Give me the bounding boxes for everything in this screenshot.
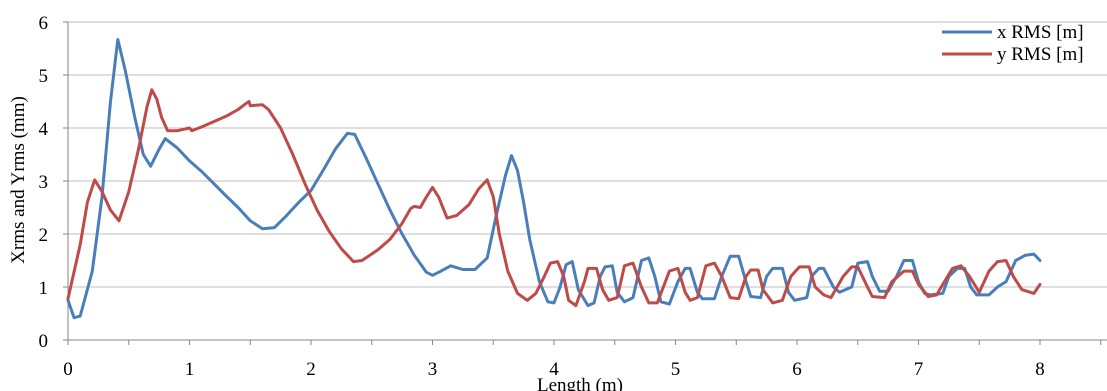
y-tick-label: 0: [39, 331, 49, 352]
legend: x RMS [m]y RMS [m]: [942, 22, 1084, 65]
y-tick-label: 2: [39, 225, 49, 246]
y-tick-label: 5: [39, 66, 49, 87]
gridlines: [68, 21, 1107, 288]
series-line-y-rms: [66, 88, 1042, 308]
x-tick-label: 7: [914, 359, 924, 380]
x-tick-label: 8: [1035, 359, 1045, 380]
y-tick-label: 3: [39, 172, 49, 193]
y-tick-label: 1: [39, 278, 49, 299]
series-line-x-rms: [66, 38, 1042, 320]
x-tick-label: 1: [185, 359, 195, 380]
y-tick-label: 6: [39, 13, 49, 34]
x-axis-title: Length (m): [537, 375, 623, 391]
y-tick-label: 4: [39, 119, 49, 140]
legend-label: y RMS [m]: [997, 44, 1084, 65]
axes: 0 1 2 3 4 5 6 0 1 2 3 4 5 6 7 8: [39, 13, 1107, 380]
x-tick-label: 3: [428, 359, 438, 380]
x-tick-label: 2: [306, 359, 316, 380]
x-tick-label: 6: [792, 359, 802, 380]
x-tick-label: 5: [671, 359, 681, 380]
legend-label: x RMS [m]: [997, 22, 1084, 43]
series-lines: [66, 38, 1042, 320]
y-axis-title: Xrms and Yrms (mm): [8, 96, 29, 264]
x-tick-label: 4: [549, 359, 559, 380]
x-tick-label: 0: [63, 359, 73, 380]
